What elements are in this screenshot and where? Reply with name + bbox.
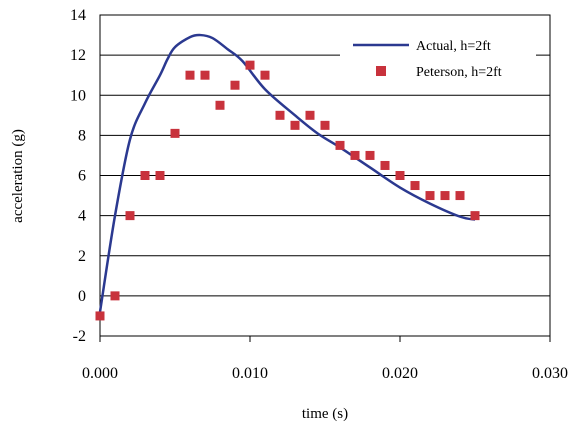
x-tick-label: 0.020 <box>382 365 418 382</box>
y-tick-label: 2 <box>78 248 86 265</box>
y-tick-label: 8 <box>78 127 86 144</box>
legend: Actual, h=2ft Peterson, h=2ft <box>340 26 536 86</box>
y-axis-title: acceleration (g) <box>10 129 26 223</box>
legend-marker-swatch <box>376 66 386 76</box>
peterson-data-point <box>425 191 435 201</box>
legend-box <box>340 26 536 86</box>
peterson-data-point <box>365 150 375 160</box>
peterson-data-point <box>395 171 405 180</box>
peterson-data-point <box>335 140 345 150</box>
peterson-data-point <box>275 110 285 120</box>
peterson-data-point <box>185 70 195 80</box>
peterson-data-point <box>155 171 165 180</box>
tick-labels: -2 0 2 4 6 8 10 12 14 0.000 0.010 0.020 0.030 <box>70 7 568 382</box>
series-layer <box>95 33 480 321</box>
peterson-data-point <box>290 120 300 130</box>
legend-label-actual: Actual, h=2ft <box>416 39 491 54</box>
peterson-data-point <box>95 311 105 321</box>
x-tick-label: 0.030 <box>532 365 568 382</box>
peterson-data-point <box>305 110 315 120</box>
x-axis-title: time (s) <box>302 406 348 422</box>
x-tick-label: 0.010 <box>232 365 268 382</box>
y-tick-label: 10 <box>70 87 86 104</box>
peterson-data-point <box>170 128 180 138</box>
y-tick-label: 14 <box>70 7 86 24</box>
actual-series-line <box>98 33 476 313</box>
y-tick-label: 12 <box>70 47 86 64</box>
peterson-data-point <box>440 191 450 201</box>
peterson-data-point <box>230 80 240 90</box>
peterson-data-point <box>410 181 420 191</box>
peterson-data-point <box>200 70 210 80</box>
peterson-data-point <box>380 160 390 170</box>
peterson-data-point <box>125 211 135 221</box>
legend-label-peterson: Peterson, h=2ft <box>416 65 502 80</box>
peterson-data-point <box>110 291 120 301</box>
peterson-data-point <box>455 191 465 201</box>
y-tick-label: 4 <box>78 208 86 225</box>
peterson-data-point <box>260 70 270 80</box>
peterson-data-point <box>470 211 480 221</box>
x-tick-label: 0.000 <box>82 365 118 382</box>
peterson-data-point <box>245 60 255 70</box>
peterson-data-point <box>320 120 330 130</box>
peterson-data-point <box>215 100 225 110</box>
peterson-data-point <box>140 171 150 180</box>
peterson-data-point <box>350 150 360 160</box>
y-tick-label: 6 <box>78 168 86 185</box>
y-tick-label: -2 <box>73 328 86 345</box>
y-tick-label: 0 <box>78 288 86 305</box>
plot-area <box>99 14 551 337</box>
